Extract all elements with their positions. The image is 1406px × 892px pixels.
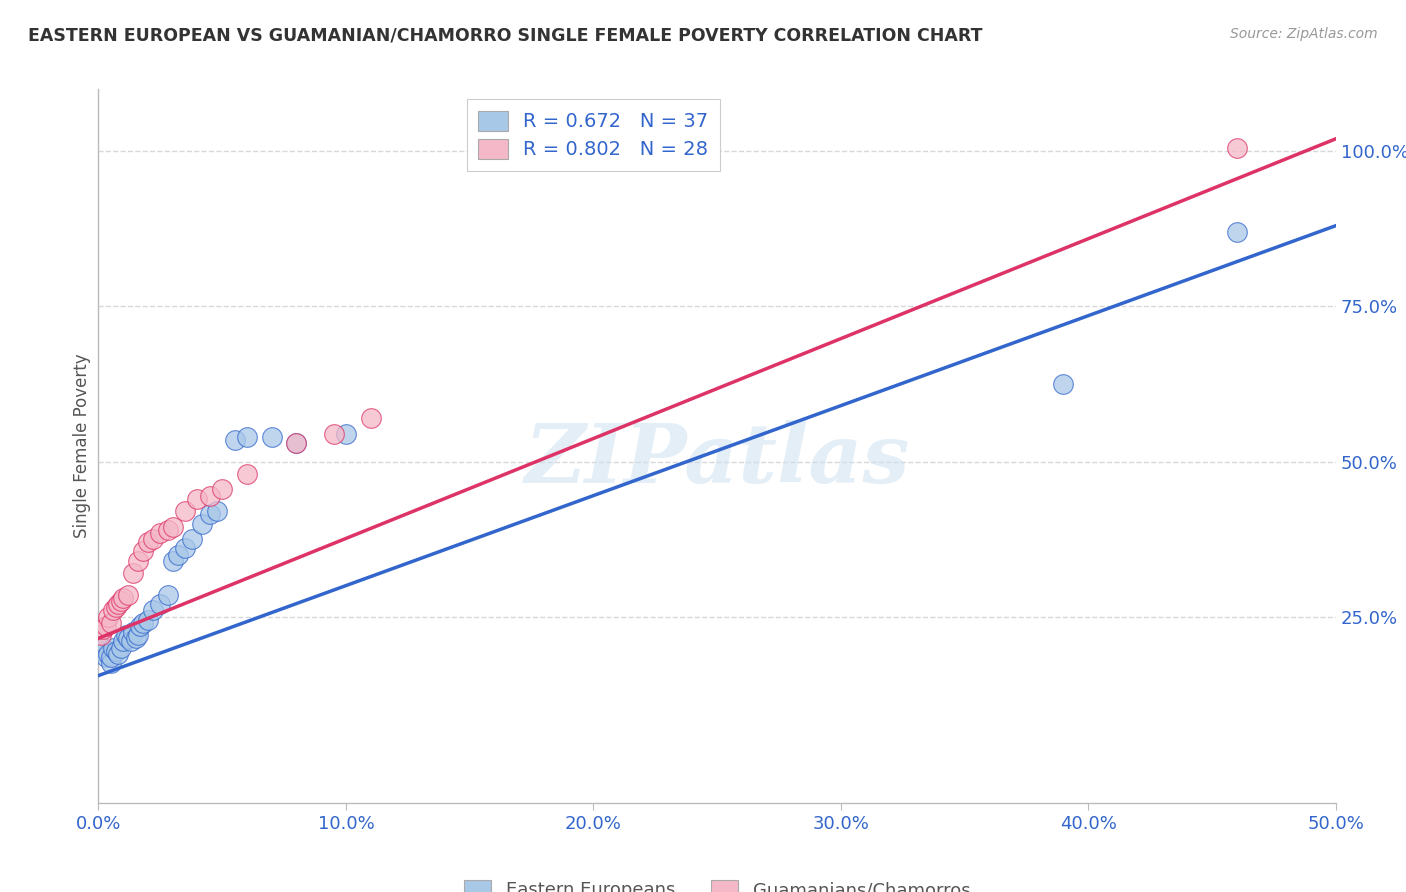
Point (124, 632, 146, 646)
Point (205, 504, 228, 518)
Point (90, 644, 112, 658)
Point (93, 622, 115, 636)
Point (107, 647, 129, 661)
Point (103, 640, 125, 655)
Point (132, 615, 155, 630)
Legend: R = 0.672   N = 37, R = 0.802   N = 28: R = 0.672 N = 37, R = 0.802 N = 28 (467, 99, 720, 171)
Point (285, 436, 308, 450)
Point (122, 625, 145, 640)
Point (110, 640, 132, 655)
Point (100, 656, 122, 670)
Point (120, 634, 142, 648)
Point (1226, 141, 1249, 155)
Point (335, 426, 357, 441)
Point (360, 411, 382, 425)
Point (94, 619, 117, 633)
Point (236, 467, 259, 481)
Point (112, 591, 135, 605)
Point (90, 628, 112, 642)
Point (104, 600, 127, 615)
Point (100, 650, 122, 665)
Y-axis label: Single Female Poverty: Single Female Poverty (73, 354, 91, 538)
Point (93, 640, 115, 655)
Point (322, 426, 344, 441)
Point (136, 535, 159, 549)
Point (166, 548, 188, 562)
Point (181, 532, 204, 546)
Point (122, 566, 145, 581)
Point (110, 594, 132, 608)
Point (162, 554, 184, 568)
Point (211, 483, 233, 497)
Point (1226, 225, 1249, 239)
Point (114, 628, 136, 642)
Point (142, 603, 165, 617)
Point (198, 489, 221, 503)
Point (107, 597, 129, 611)
Point (186, 491, 208, 506)
Point (117, 632, 139, 646)
Point (162, 519, 184, 533)
Point (191, 516, 214, 531)
Point (174, 504, 197, 518)
Point (97, 609, 120, 624)
Point (156, 588, 179, 602)
Point (103, 603, 125, 617)
Text: Source: ZipAtlas.com: Source: ZipAtlas.com (1230, 27, 1378, 41)
Point (132, 544, 155, 558)
Point (129, 619, 152, 633)
Text: EASTERN EUROPEAN VS GUAMANIAN/CHAMORRO SINGLE FEMALE POVERTY CORRELATION CHART: EASTERN EUROPEAN VS GUAMANIAN/CHAMORRO S… (28, 27, 983, 45)
Point (174, 541, 197, 556)
Point (260, 430, 283, 444)
Point (117, 588, 139, 602)
Point (104, 644, 127, 658)
Point (112, 634, 135, 648)
Point (127, 628, 149, 642)
Point (149, 525, 172, 540)
Point (198, 508, 221, 522)
Point (100, 615, 122, 630)
Point (1052, 376, 1074, 391)
Point (142, 532, 165, 546)
Point (94, 650, 117, 665)
Text: ZIPatlas: ZIPatlas (524, 420, 910, 500)
Point (127, 554, 149, 568)
Point (236, 430, 259, 444)
Point (156, 523, 179, 537)
Point (136, 613, 159, 627)
Point (285, 436, 308, 450)
Point (97, 647, 120, 661)
Point (149, 597, 172, 611)
Point (224, 433, 246, 447)
